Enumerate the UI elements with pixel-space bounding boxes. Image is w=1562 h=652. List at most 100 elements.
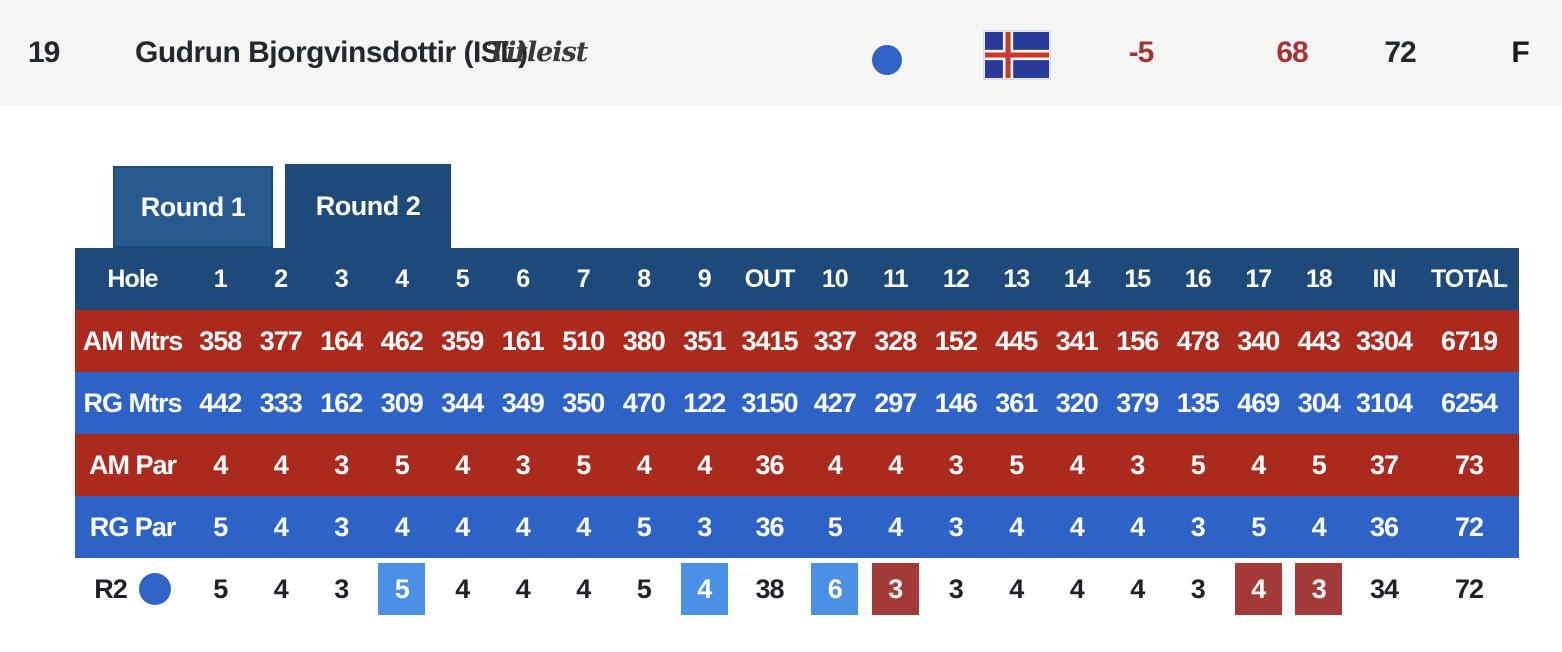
scorecard-cell: 36 [734, 434, 805, 496]
scorecard-cell: 3150 [734, 372, 805, 434]
scorecard-cell: 73 [1419, 434, 1519, 496]
column-header-18: 18 [1288, 248, 1349, 310]
scorecard-cell: 320 [1046, 372, 1107, 434]
score-cell: 4 [432, 558, 493, 620]
player-name: Gudrun Bjorgvinsdottir (ISL) [135, 36, 528, 69]
scorecard-cell: 36 [734, 496, 805, 558]
score-cell: 5 [190, 558, 251, 620]
scorecard-cell: 161 [492, 310, 553, 372]
scorecard-cell: 5 [804, 496, 865, 558]
scorecard-cell: 337 [804, 310, 865, 372]
score-cell: 34 [1349, 558, 1419, 620]
scorecard-cell: 4 [1288, 496, 1349, 558]
score-cell: 4 [250, 558, 311, 620]
scorecard-cell: 328 [865, 310, 926, 372]
column-header-17: 17 [1228, 248, 1289, 310]
column-header-out: OUT [734, 248, 805, 310]
scorecard-cell: 3104 [1349, 372, 1419, 434]
player-summary-bar: 19 Gudrun Bjorgvinsdottir (ISL) Titleist… [0, 0, 1562, 105]
scorecard-table: Hole 1 2 3 4 5 6 7 8 9 OUT 10 11 12 13 14 15 16 17 18 IN TOTA… [75, 248, 1519, 620]
scorecard-cell: 3 [925, 496, 986, 558]
scorecard-cell: 341 [1046, 310, 1107, 372]
row-am-par: AM Par 4 4 3 5 4 3 5 4 4 36 4 4 3 5 4 3 5 4 5 37 73 [75, 434, 1519, 496]
scorecard-cell: 4 [865, 496, 926, 558]
iceland-flag-icon [984, 31, 1050, 79]
leaderboard-position: 19 [28, 36, 60, 69]
row-score-r2: R2 5 4 3 5 4 4 4 5 4 38 6 3 3 4 4 4 3 4 3 34 72 [75, 558, 1519, 620]
scorecard-cell: 4 [1228, 434, 1289, 496]
scorecard-cell: 4 [250, 434, 311, 496]
scorecard-cell: 340 [1228, 310, 1289, 372]
scorecard-cell: 5 [553, 434, 614, 496]
score-cell: 4 [492, 558, 553, 620]
scorecard-cell: 3 [311, 496, 372, 558]
score-cell: 3 [1167, 558, 1228, 620]
scorecard-cell: 5 [190, 496, 251, 558]
scorecard-cell: 5 [1288, 434, 1349, 496]
row-am-mtrs: AM Mtrs 358 377 164 462 359 161 510 380 351 3415 33… [75, 310, 1519, 372]
score-cell: 3 [311, 558, 372, 620]
column-header-5: 5 [432, 248, 493, 310]
scorecard-cell: 379 [1107, 372, 1168, 434]
scorecard-cell: 37 [1349, 434, 1419, 496]
row-label: RG Par [75, 496, 190, 558]
scorecard-cell: 4 [804, 434, 865, 496]
scorecard-cell: 156 [1107, 310, 1168, 372]
scorecard-cell: 4 [613, 434, 674, 496]
column-header-9: 9 [674, 248, 735, 310]
round-tabs: Round 1 Round 2 [113, 164, 1562, 248]
scorecard-cell: 3304 [1349, 310, 1419, 372]
scorecard-cell: 443 [1288, 310, 1349, 372]
scorecard-cell: 359 [432, 310, 493, 372]
column-header-15: 15 [1107, 248, 1168, 310]
score-row-label-cell: R2 [75, 558, 190, 620]
scorecard-cell: 4 [432, 434, 493, 496]
row-label: AM Mtrs [75, 310, 190, 372]
column-header-in: IN [1349, 248, 1419, 310]
scorecard-cell: 4 [1107, 496, 1168, 558]
scorecard-cell: 510 [553, 310, 614, 372]
hole-header-row: Hole 1 2 3 4 5 6 7 8 9 OUT 10 11 12 13 14 15 16 17 18 IN TOTA… [75, 248, 1519, 310]
scorecard-cell: 4 [1046, 434, 1107, 496]
round-score: 68 [1276, 36, 1308, 69]
scorecard-cell: 5 [371, 434, 432, 496]
scorecard-cell: 470 [613, 372, 674, 434]
column-header-7: 7 [553, 248, 614, 310]
scorecard-cell: 377 [250, 310, 311, 372]
column-header-3: 3 [311, 248, 372, 310]
hole-header-label: Hole [75, 248, 190, 310]
scorecard-cell: 361 [986, 372, 1047, 434]
column-header-1: 1 [190, 248, 251, 310]
column-header-14: 14 [1046, 248, 1107, 310]
scorecard-cell: 380 [613, 310, 674, 372]
scorecard-cell: 350 [553, 372, 614, 434]
scorecard-cell: 5 [1228, 496, 1289, 558]
scorecard-cell: 3 [674, 496, 735, 558]
column-header-total: TOTAL [1419, 248, 1519, 310]
scorecard-cell: 5 [613, 496, 674, 558]
total-score: 72 [1384, 36, 1416, 69]
scorecard-cell: 4 [492, 496, 553, 558]
scorecard-cell: 164 [311, 310, 372, 372]
scorecard-cell: 3 [492, 434, 553, 496]
scorecard-cell: 5 [986, 434, 1047, 496]
scorecard-body: AM Mtrs 358 377 164 462 359 161 510 380 351 3415 33… [75, 310, 1519, 620]
tab-round-2-label: Round 2 [315, 190, 421, 221]
tab-round-1-label: Round 1 [140, 191, 246, 222]
column-header-16: 16 [1167, 248, 1228, 310]
score-cell: 4 [986, 558, 1047, 620]
column-header-2: 2 [250, 248, 311, 310]
tab-round-1[interactable]: Round 1 [113, 166, 273, 248]
scorecard-cell: 478 [1167, 310, 1228, 372]
score-cell: 5 [613, 558, 674, 620]
blue-dot-icon [138, 573, 171, 605]
scorecard-cell: 4 [986, 496, 1047, 558]
row-label: AM Par [75, 434, 190, 496]
column-header-10: 10 [804, 248, 865, 310]
scorecard-cell: 469 [1228, 372, 1289, 434]
tab-round-2[interactable]: Round 2 [285, 164, 451, 248]
scorecard-cell: 36 [1349, 496, 1419, 558]
score-cell: 4 [1046, 558, 1107, 620]
score-row-round-label: R2 [94, 573, 128, 604]
score-cell: 72 [1419, 558, 1519, 620]
